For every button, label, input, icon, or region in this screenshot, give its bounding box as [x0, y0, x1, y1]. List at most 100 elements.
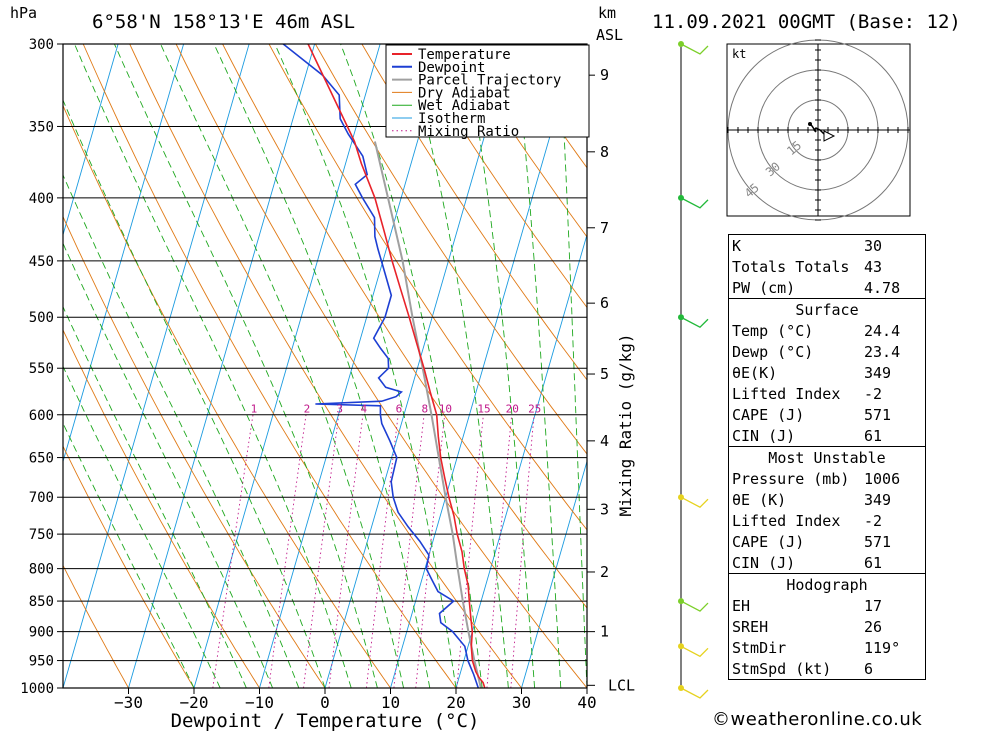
pressure-tick-label: 450 [29, 254, 54, 270]
stats-label: Temp (°C) [732, 321, 814, 340]
wind-barb [680, 496, 709, 509]
mixing-ratio-line [486, 414, 513, 688]
parcel-trajectory-line [373, 141, 482, 688]
stats-row: CAPE (J) 571 [729, 404, 926, 425]
wet-adiabat-line [63, 173, 300, 688]
mixing-ratio-label: 3 [336, 402, 343, 415]
wet-adiabat-line [463, 44, 536, 688]
legend-label: Wet Adiabat [418, 98, 511, 114]
mixing-ratio-label: 8 [422, 402, 429, 415]
stats-label: StmSpd (kt) [732, 659, 832, 678]
stats-label: Dewp (°C) [732, 342, 814, 361]
mixing-ratio-label: 10 [439, 402, 452, 415]
mixing-ratio-line [212, 414, 254, 688]
stats-value: 43 [864, 257, 883, 276]
stats-label: CAPE (J) [732, 405, 805, 424]
temperature-tick-label: 0 [320, 693, 330, 712]
stats-value: -2 [864, 384, 883, 403]
isotherm-line [63, 44, 250, 688]
stats-value: 23.4 [864, 342, 901, 361]
temperature-tick-label: −10 [245, 693, 274, 712]
stats-section-header: Most Unstable [728, 446, 926, 468]
stats-row: Pressure (mb) 1006 [729, 468, 926, 489]
pressure-tick-label: 650 [29, 451, 54, 467]
stats-section-title: Most Unstable [728, 446, 926, 468]
stats-value: 571 [864, 405, 892, 424]
temperature-tick-label: 40 [577, 693, 596, 712]
dry-adiabat-line [361, 44, 587, 381]
wind-barb [680, 43, 709, 55]
wind-barb [680, 600, 709, 612]
stats-value: 24.4 [864, 321, 901, 340]
km-tick-label: 6 [600, 294, 609, 312]
legend-label: Parcel Trajectory [418, 73, 561, 89]
stats-section-title: Surface [728, 298, 926, 320]
stats-row: CAPE (J) 571 [729, 531, 926, 552]
chart-grid [63, 44, 1000, 688]
stats-row: StmSpd (kt) 6 [729, 658, 926, 680]
pressure-tick-label: 850 [29, 594, 54, 610]
dry-adiabat-line [919, 44, 1000, 688]
pressure-tick-label: 750 [29, 527, 54, 543]
wet-adiabat-line [74, 44, 352, 688]
pressure-unit: hPa [10, 4, 37, 22]
mixing-ratio-line [510, 414, 535, 688]
stats-panel: K 30 Totals Totals 43 PW (cm) 4.78 Surface Temp… [728, 234, 926, 680]
wind-barb [680, 645, 709, 658]
copyright: ©weatheronline.co.uk [712, 709, 923, 730]
dry-adiabat-line [454, 44, 587, 238]
temperature-tick-label: 10 [381, 693, 400, 712]
stats-section-title: Hodograph [728, 573, 926, 595]
stats-row: θE(K) 349 [729, 362, 926, 383]
km-tick-label: 3 [600, 500, 609, 518]
mixing-ratio-line [415, 414, 446, 688]
hodograph-top-point [808, 122, 812, 126]
stats-label: Pressure (mb) [732, 469, 850, 488]
stats-row: SREH 26 [729, 616, 926, 637]
mixing-ratio-label: 15 [477, 402, 490, 415]
stats-label: θE(K) [732, 363, 778, 382]
wet-adiabat-line [213, 44, 431, 688]
asl-label: ASL [596, 26, 623, 44]
km-tick-label: 7 [600, 219, 609, 237]
isotherm-line [128, 44, 316, 688]
stats-value: 6 [864, 659, 874, 678]
stats-row: Dewp (°C) 23.4 [729, 341, 926, 362]
mixing-ratio-label: 4 [360, 402, 367, 415]
stats-value: 119° [864, 638, 901, 657]
stats-row: Temp (°C) 24.4 [729, 320, 926, 341]
wet-adiabat-line [274, 44, 457, 688]
dry-adiabat-line [63, 564, 129, 688]
pressure-tick-label: 950 [29, 654, 54, 670]
km-label: km [598, 4, 616, 22]
pressure-tick-label: 900 [29, 625, 54, 641]
hodograph-trace [809, 123, 825, 135]
mixing-ratio-line [365, 414, 399, 688]
stats-value: 349 [864, 490, 892, 509]
mixing-ratio-label: 1 [251, 402, 258, 415]
stats-value: 349 [864, 363, 892, 382]
stats-row: EH 17 [729, 595, 926, 616]
stats-value: 30 [864, 236, 883, 255]
km-tick-label: 1 [600, 623, 609, 641]
km-tick-label: LCL [608, 676, 635, 694]
dewpoint-line [282, 44, 480, 688]
mixing-ratio-line [268, 414, 307, 688]
stats-label: CIN (J) [732, 426, 796, 445]
pressure-tick-label: 550 [29, 361, 54, 377]
isotherm-line [324, 44, 512, 688]
stats-value: 61 [864, 426, 883, 445]
wet-adiabat-line [160, 44, 405, 688]
x-axis-label: Dewpoint / Temperature (°C) [171, 710, 480, 732]
km-tick-label: 8 [600, 143, 609, 161]
isotherm-line [455, 233, 587, 688]
mixing-ratio-label: 20 [506, 402, 519, 415]
stats-value: 61 [864, 553, 883, 572]
mixing-ratio-line [303, 414, 340, 688]
isotherm-line [193, 44, 381, 688]
stats-row: PW (cm) 4.78 [729, 277, 926, 299]
temperature-tick-label: −20 [180, 693, 209, 712]
mixing-ratio-label: 2 [304, 402, 311, 415]
